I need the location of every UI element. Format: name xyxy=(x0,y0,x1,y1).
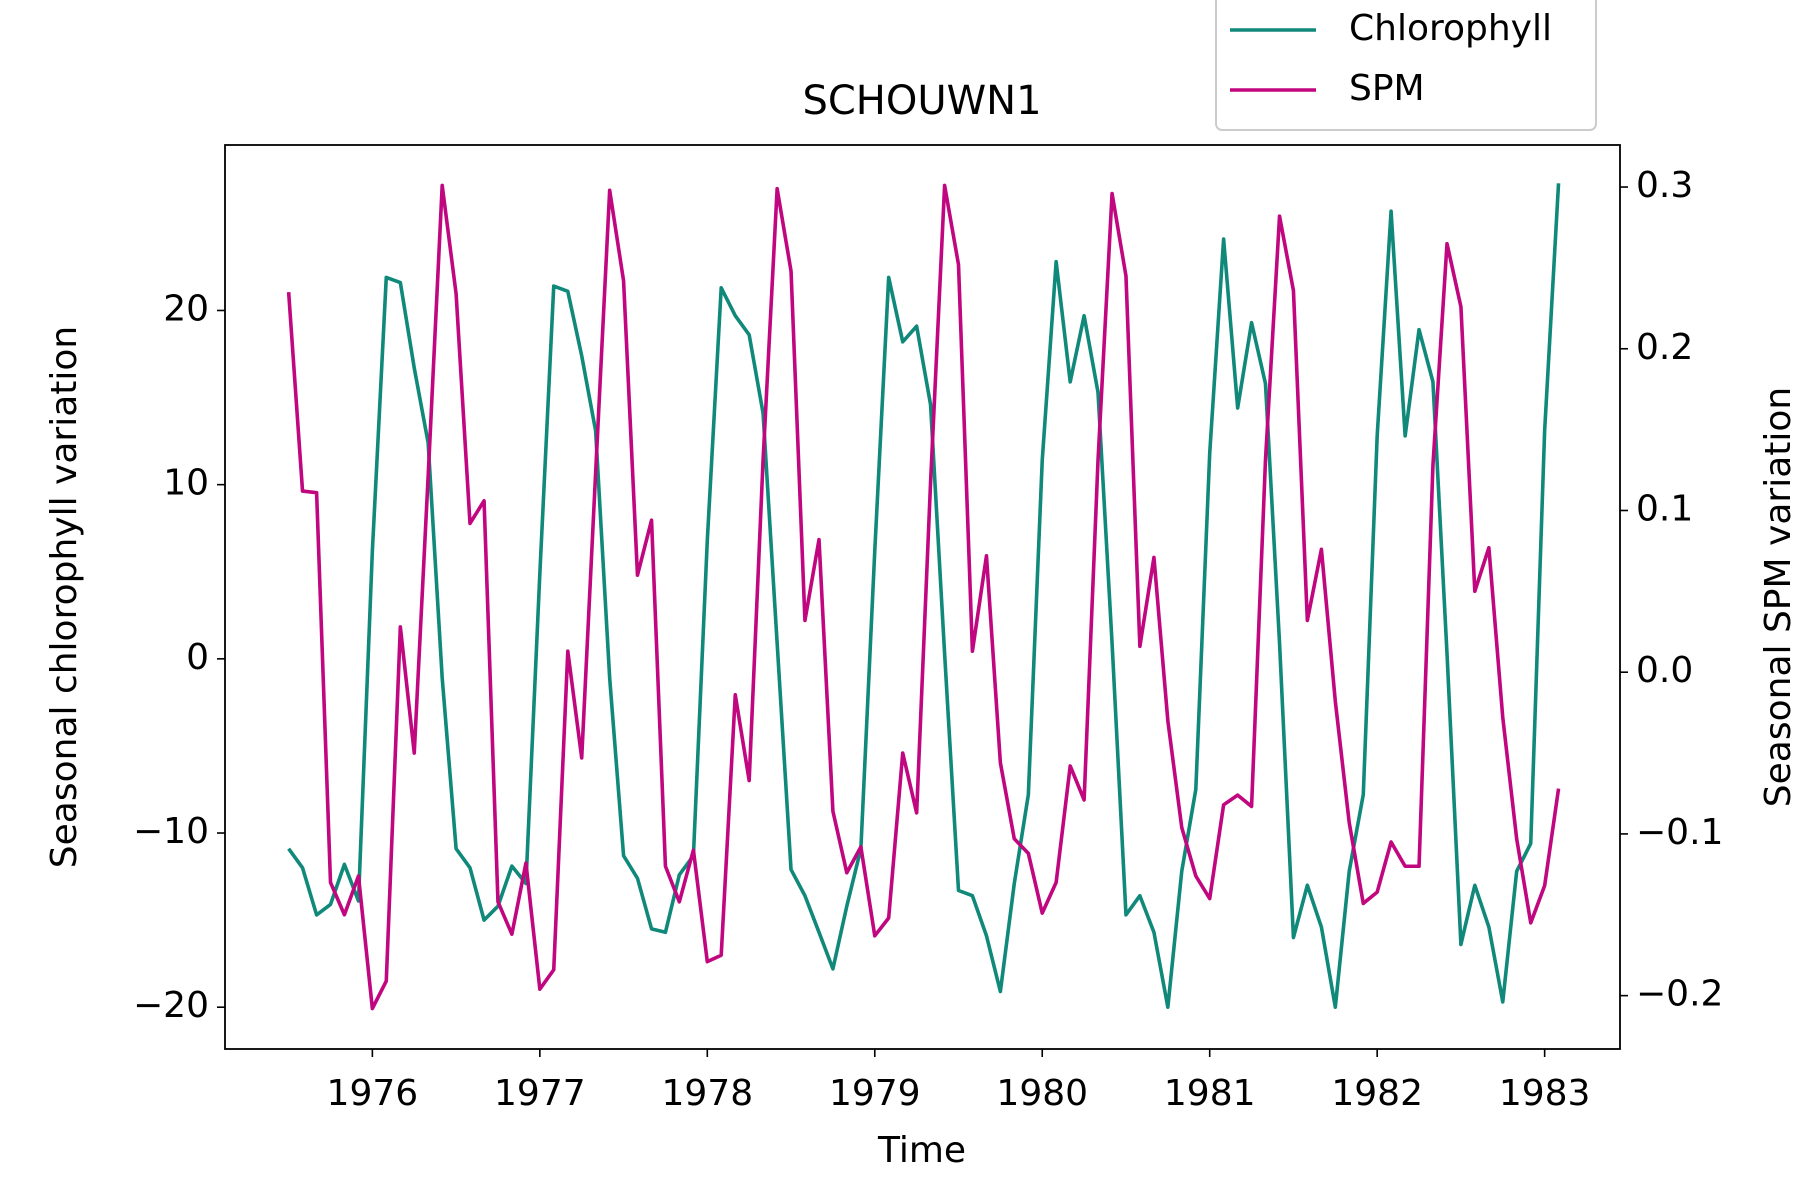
series-line xyxy=(286,183,1561,1011)
legend-box xyxy=(1215,0,1597,131)
series-line xyxy=(287,183,1561,1009)
y-tick-label: 0 xyxy=(186,637,209,678)
x-tick-label: 1979 xyxy=(829,1073,921,1114)
y2-tick-label: 0.0 xyxy=(1636,650,1693,691)
y2-tick-label: 0.3 xyxy=(1636,165,1693,206)
y-tick-label: 10 xyxy=(163,463,209,504)
y2-tick-label: −0.2 xyxy=(1636,974,1723,1015)
y2-tick-label: 0.2 xyxy=(1636,327,1693,368)
chart-title: SCHOUWN1 xyxy=(802,78,1041,124)
y2-tick-label: −0.1 xyxy=(1636,812,1723,853)
x-tick-label: 1978 xyxy=(661,1073,753,1114)
y-axis-label: Seasonal chlorophyll variation xyxy=(44,326,85,868)
x-tick-label: 1977 xyxy=(494,1073,586,1114)
y-tick-label: −10 xyxy=(133,811,209,852)
legend-label: SPM xyxy=(1349,68,1425,109)
y2-tick-label: 0.1 xyxy=(1636,488,1693,529)
plot-frame xyxy=(224,144,1621,1050)
y-tick-label: −20 xyxy=(133,985,209,1026)
y-tick-label: 20 xyxy=(163,288,209,329)
y2-axis-label: Seasonal SPM variation xyxy=(1758,387,1799,807)
x-tick-label: 1983 xyxy=(1499,1073,1591,1114)
x-tick-label: 1981 xyxy=(1164,1073,1256,1114)
legend-label: Chlorophyll xyxy=(1349,8,1552,49)
x-axis-label: Time xyxy=(877,1130,966,1171)
x-tick-label: 1980 xyxy=(996,1073,1088,1114)
x-tick-label: 1982 xyxy=(1331,1073,1423,1114)
x-tick-label: 1976 xyxy=(327,1073,419,1114)
